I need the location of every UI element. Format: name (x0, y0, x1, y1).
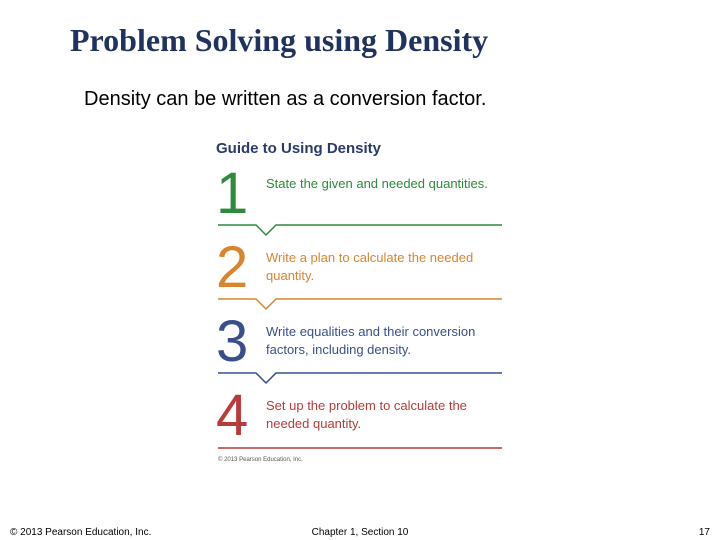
guide-steps: 1State the given and needed quantities. 2… (216, 165, 504, 453)
step-text: Write a plan to calculate the needed qua… (266, 239, 504, 292)
step-number: 1 (216, 165, 266, 223)
slide-title: Problem Solving using Density (70, 22, 488, 59)
step-number: 4 (216, 387, 266, 445)
step-chevron-icon (216, 371, 504, 387)
guide-step: 2Write a plan to calculate the needed qu… (216, 239, 504, 297)
step-end-line-icon (216, 445, 504, 453)
step-chevron-icon (216, 223, 504, 239)
slide-subtitle: Density can be written as a conversion f… (84, 88, 486, 111)
guide-heading: Guide to Using Density (216, 140, 504, 157)
guide-step: 3Write equalities and their conversion f… (216, 313, 504, 371)
footer-page-number: 17 (699, 527, 710, 538)
step-chevron-icon (216, 297, 504, 313)
footer-chapter: Chapter 1, Section 10 (0, 527, 720, 538)
step-text: Write equalities and their conversion fa… (266, 313, 504, 366)
step-text: Set up the problem to calculate the need… (266, 387, 504, 440)
step-text: State the given and needed quantities. (266, 165, 488, 201)
guide-step: 1State the given and needed quantities. (216, 165, 504, 223)
step-number: 2 (216, 239, 266, 297)
guide-step: 4Set up the problem to calculate the nee… (216, 387, 504, 445)
step-number: 3 (216, 313, 266, 371)
guide-box: Guide to Using Density 1State the given … (216, 140, 504, 463)
guide-credit: © 2013 Pearson Education, Inc. (218, 457, 504, 463)
